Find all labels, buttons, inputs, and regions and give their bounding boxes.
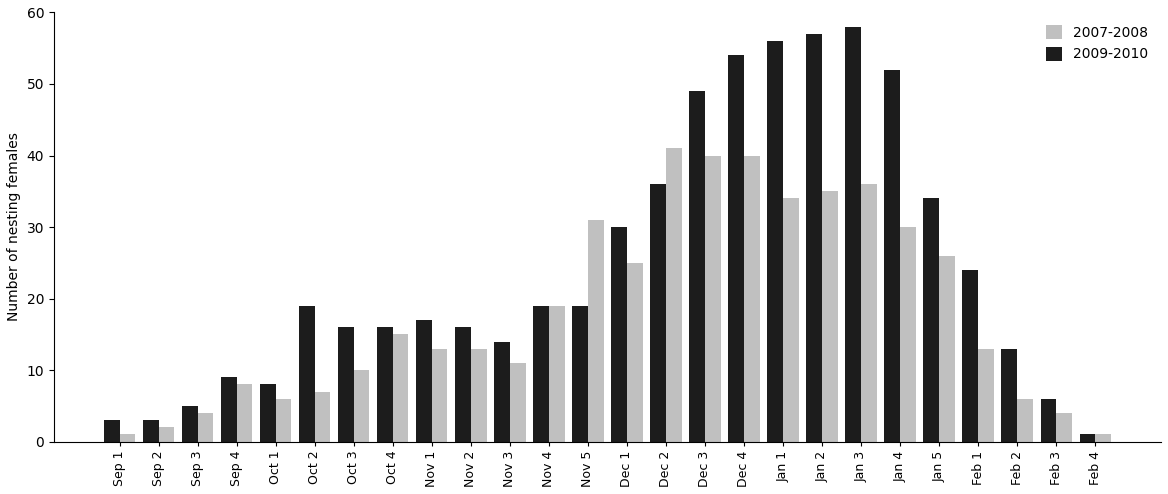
Bar bbox=[924, 199, 939, 442]
Bar bbox=[884, 70, 901, 442]
Bar bbox=[354, 370, 369, 442]
Bar bbox=[729, 55, 744, 442]
Bar bbox=[978, 349, 994, 442]
Bar bbox=[144, 420, 159, 442]
Bar bbox=[744, 156, 759, 442]
Bar bbox=[822, 191, 837, 442]
Bar bbox=[1017, 399, 1033, 442]
Bar bbox=[182, 406, 197, 442]
Bar bbox=[651, 184, 666, 442]
Bar bbox=[315, 392, 331, 442]
Bar bbox=[432, 349, 447, 442]
Legend: 2007-2008, 2009-2010: 2007-2008, 2009-2010 bbox=[1040, 19, 1154, 67]
Bar bbox=[806, 34, 822, 442]
Bar bbox=[471, 349, 487, 442]
Bar bbox=[392, 334, 409, 442]
Bar bbox=[276, 399, 292, 442]
Bar bbox=[1079, 435, 1096, 442]
Bar bbox=[377, 327, 392, 442]
Bar bbox=[588, 220, 604, 442]
Bar bbox=[260, 384, 276, 442]
Bar bbox=[237, 384, 252, 442]
Bar bbox=[783, 199, 799, 442]
Bar bbox=[846, 27, 861, 442]
Bar bbox=[689, 91, 705, 442]
Bar bbox=[494, 341, 510, 442]
Bar bbox=[549, 306, 564, 442]
Bar bbox=[1056, 413, 1072, 442]
Bar bbox=[416, 320, 432, 442]
Bar bbox=[104, 420, 120, 442]
Bar bbox=[627, 263, 642, 442]
Bar bbox=[572, 306, 588, 442]
Bar bbox=[510, 363, 526, 442]
Bar bbox=[939, 256, 954, 442]
Bar bbox=[299, 306, 315, 442]
Bar bbox=[962, 270, 978, 442]
Bar bbox=[861, 184, 877, 442]
Bar bbox=[1001, 349, 1017, 442]
Bar bbox=[339, 327, 354, 442]
Bar bbox=[705, 156, 721, 442]
Bar bbox=[666, 148, 682, 442]
Bar bbox=[221, 377, 237, 442]
Bar bbox=[120, 435, 135, 442]
Bar bbox=[534, 306, 549, 442]
Bar bbox=[901, 227, 916, 442]
Bar bbox=[456, 327, 471, 442]
Bar bbox=[159, 427, 174, 442]
Bar bbox=[611, 227, 627, 442]
Bar bbox=[197, 413, 214, 442]
Y-axis label: Number of nesting females: Number of nesting females bbox=[7, 132, 21, 322]
Bar bbox=[1041, 399, 1056, 442]
Bar bbox=[767, 41, 783, 442]
Bar bbox=[1096, 435, 1111, 442]
